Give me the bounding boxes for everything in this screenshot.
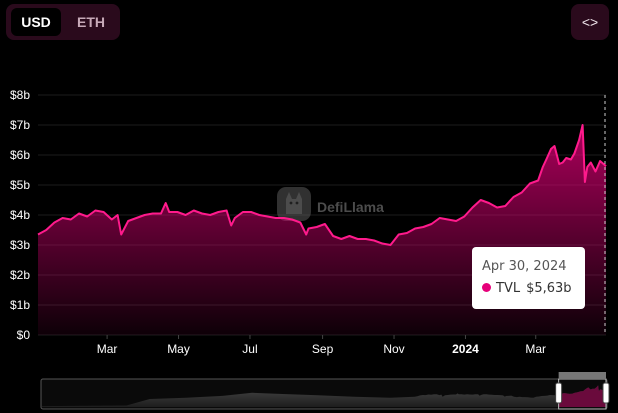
- x-tick-label: 2024: [452, 342, 479, 356]
- code-icon: <>: [581, 14, 599, 30]
- tooltip-value: $5,63b: [526, 281, 572, 296]
- y-tick-label: $7b: [10, 118, 30, 132]
- range-right-handle[interactable]: [602, 382, 610, 404]
- y-tick-label: $0: [17, 328, 31, 342]
- eth-toggle-button[interactable]: ETH: [77, 14, 105, 30]
- y-axis: $0 $1b $2b $3b $4b $5b $6b $7b $8b: [10, 88, 30, 342]
- y-tick-label: $2b: [10, 268, 30, 282]
- x-tick-label: Jul: [242, 342, 257, 356]
- series-dot-icon: [482, 283, 491, 292]
- x-tick-label: Nov: [383, 342, 404, 356]
- tooltip-series-name: TVL: [496, 281, 521, 296]
- range-left-handle[interactable]: [555, 382, 563, 404]
- x-tick-label: Sep: [312, 342, 334, 356]
- tvl-area: [38, 125, 606, 335]
- embed-code-button[interactable]: <>: [571, 4, 609, 40]
- range-overview-area: [42, 385, 606, 407]
- y-tick-label: $6b: [10, 148, 30, 162]
- y-tick-label: $1b: [10, 298, 30, 312]
- tooltip-row: TVL $5,63b: [482, 281, 585, 297]
- y-tick-label: $3b: [10, 238, 30, 252]
- x-tick-label: Mar: [525, 342, 546, 356]
- y-tick-label: $8b: [10, 88, 30, 102]
- y-tick-label: $5b: [10, 178, 30, 192]
- currency-toggle: USD ETH: [6, 4, 120, 40]
- x-axis: Mar May Jul Sep Nov 2024 Mar: [97, 335, 546, 356]
- x-tick-label: May: [167, 342, 190, 356]
- tooltip-date: Apr 30, 2024: [482, 259, 567, 274]
- watermark-text: DefiLlama: [317, 199, 384, 215]
- x-tick-label: Mar: [97, 342, 118, 356]
- range-selected-area: [558, 385, 606, 407]
- chart-tooltip: Apr 30, 2024 TVL $5,63b: [472, 247, 585, 309]
- y-tick-label: $4b: [10, 208, 30, 222]
- watermark: DefiLlama: [277, 187, 384, 221]
- range-drag-bar[interactable]: [558, 372, 606, 379]
- range-selector[interactable]: [40, 372, 610, 410]
- tvl-line: [37, 124, 607, 246]
- usd-toggle-button[interactable]: USD: [11, 8, 61, 36]
- llama-logo-icon: [277, 187, 311, 221]
